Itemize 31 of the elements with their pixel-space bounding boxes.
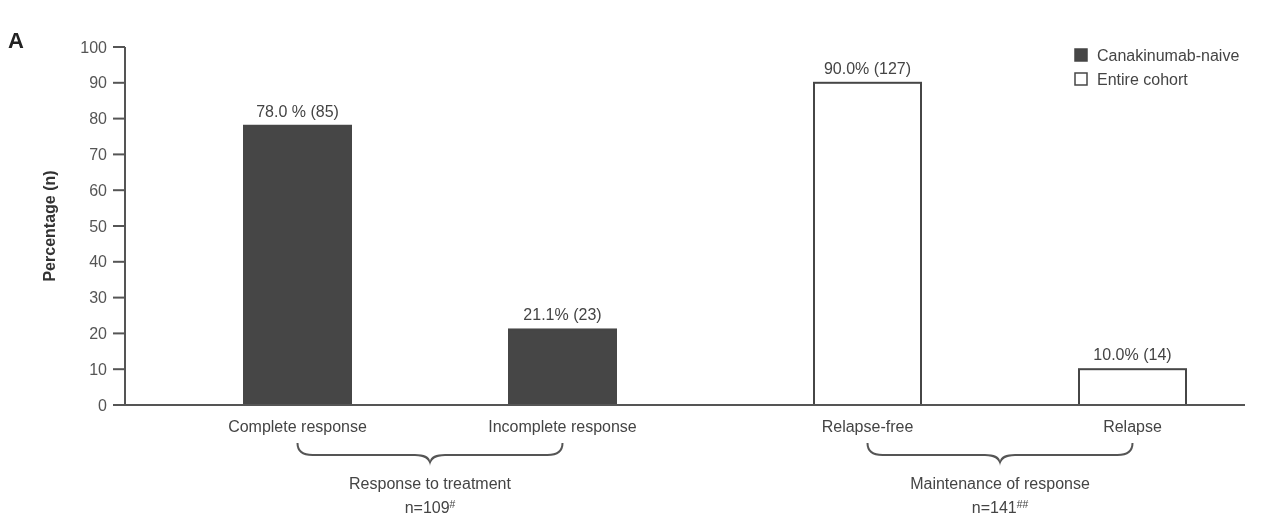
- text: Response to treatment: [349, 475, 512, 492]
- x-tick-label: Relapse-free: [821, 418, 914, 435]
- y-tick-label: 100: [80, 38, 108, 56]
- y-tick-label: 80: [89, 110, 108, 128]
- text: Maintenance of response: [910, 475, 1090, 492]
- y-tick-label: 90: [89, 74, 108, 92]
- y-tick-label: 70: [89, 146, 108, 163]
- bar: [1078, 368, 1187, 406]
- data-label: 10.0% (14): [1093, 346, 1172, 364]
- text: A: [8, 28, 24, 53]
- x-tick-label: Complete response: [228, 418, 367, 435]
- legend-label: Entire cohort: [1097, 70, 1189, 88]
- bar: [813, 81, 922, 406]
- x-tick-label: Incomplete response: [488, 418, 637, 435]
- y-tick-label: 60: [89, 181, 108, 199]
- y-tick-label: 20: [89, 325, 108, 342]
- y-tick-label: 40: [89, 253, 108, 271]
- y-tick-label: 30: [89, 289, 108, 307]
- data-label: 21.1% (23): [523, 306, 602, 324]
- y-tick-label: 10: [89, 360, 108, 378]
- y-axis-title: Percentage (n): [41, 170, 58, 282]
- y-tick-label: 50: [89, 217, 108, 235]
- text: n=141$^{##}$: [971, 498, 1029, 516]
- text: n=109$^{#}$: [404, 498, 456, 516]
- bar: [508, 328, 617, 406]
- x-tick-label: Relapse: [1103, 418, 1162, 435]
- data-label: 78.0 % (85): [256, 102, 339, 120]
- bar: [243, 124, 352, 406]
- legend-label: Canakinumab-naive: [1097, 46, 1240, 64]
- y-tick-label: 0: [98, 396, 108, 414]
- data-label: 90.0% (127): [823, 59, 912, 77]
